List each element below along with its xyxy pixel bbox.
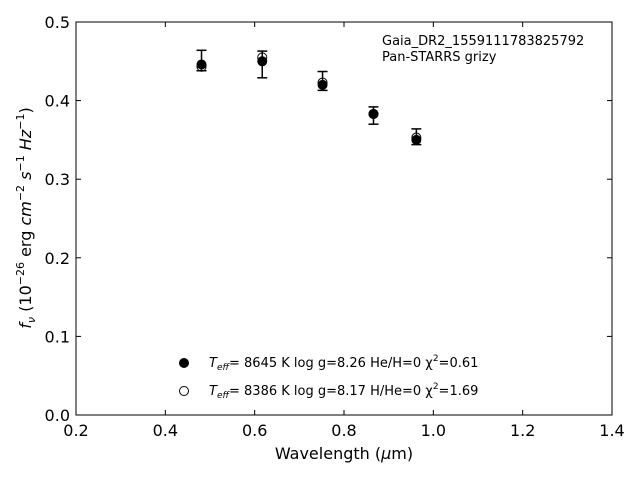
y-tick-label: 0.1 xyxy=(45,327,70,346)
model-point-filled xyxy=(317,79,328,90)
legend-marker-filled xyxy=(179,358,189,368)
legend-entry-1: Teff= 8645 K log g=8.26 He/H=0 χ2=0.61 xyxy=(209,354,478,373)
x-tick-label: 1.4 xyxy=(599,421,624,440)
x-tick-label: 0.6 xyxy=(242,421,267,440)
data-points xyxy=(196,52,422,145)
model-point-filled xyxy=(257,56,268,67)
y-tick-label: 0.0 xyxy=(45,406,70,425)
annotation-line-1: Gaia_DR2_1559111783825792 xyxy=(382,34,584,49)
x-tick-label: 1.2 xyxy=(510,421,535,440)
model-point-open xyxy=(368,108,379,119)
x-tick-label: 0.8 xyxy=(331,421,356,440)
svg-text:fν (10−26 erg cm−2 s−1 Hz−1): fν (10−26 erg cm−2 s−1 Hz−1) xyxy=(14,107,38,328)
y-axis-title: fν (10−26 erg cm−2 s−1 Hz−1) xyxy=(14,107,38,328)
legend-marker-open xyxy=(179,386,189,396)
y-tick-label: 0.5 xyxy=(45,13,70,32)
model-point-open xyxy=(411,132,422,143)
x-tick-label: 0.2 xyxy=(63,421,88,440)
x-tick-label: 0.4 xyxy=(153,421,178,440)
model-point-open xyxy=(257,52,268,63)
legend: Teff= 8645 K log g=8.26 He/H=0 χ2=0.61 T… xyxy=(179,354,478,401)
x-tick-label: 1.0 xyxy=(421,421,446,440)
axis-ticks: 0.2 0.4 0.6 0.8 1.0 1.2 1.4 0.0 0.1 0.2 0.3 0.4 0.5 xyxy=(45,13,625,440)
x-axis-title: Wavelength (μm) xyxy=(275,444,413,463)
annotation-line-2: Pan-STARRS grizy xyxy=(382,50,497,65)
legend-entry-2: Teff= 8386 K log g=8.17 H/He=0 χ2=1.69 xyxy=(209,382,478,401)
y-tick-label: 0.2 xyxy=(45,249,70,268)
y-tick-label: 0.4 xyxy=(45,92,70,111)
model-point-open xyxy=(196,61,207,72)
y-tick-label: 0.3 xyxy=(45,170,70,189)
model-point-open xyxy=(317,77,328,88)
model-point-filled xyxy=(196,59,207,70)
model-point-filled xyxy=(411,134,422,145)
